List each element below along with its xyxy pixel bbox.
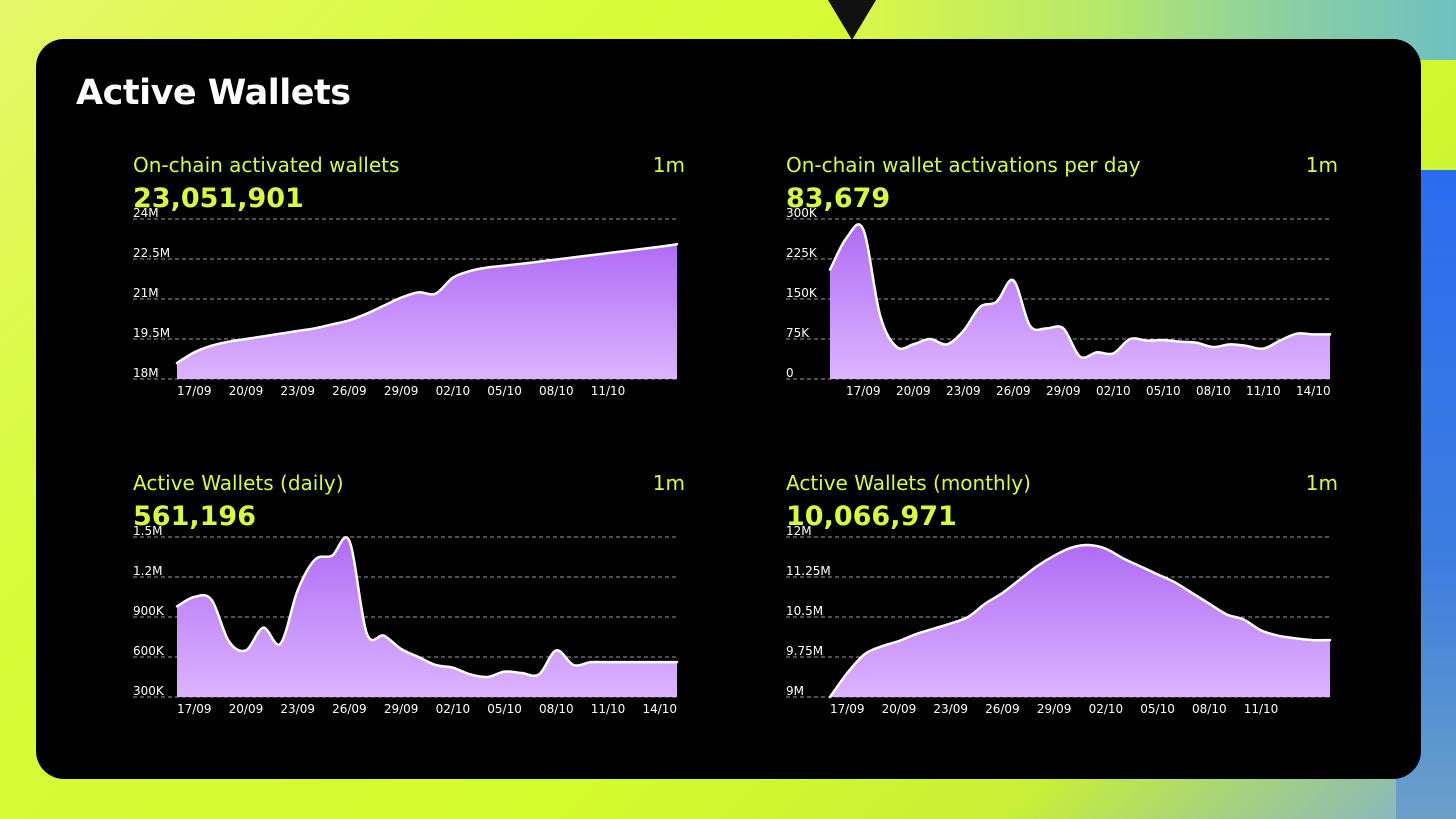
x-tick-label: 11/10 (1246, 384, 1281, 398)
y-tick-label: 300K (133, 684, 165, 698)
period-selector[interactable]: 1m (652, 153, 685, 177)
x-tick-label: 08/10 (539, 384, 574, 398)
x-tick-label: 26/09 (985, 702, 1020, 716)
chart-value: 83,679 (786, 183, 891, 214)
y-tick-label: 22.5M (133, 246, 170, 260)
y-tick-label: 150K (786, 286, 818, 300)
chart-title: Active Wallets (daily) (133, 471, 344, 495)
area-chart-active-wallets-daily: 300K 600K 900K 1.2M 1.5M 17/09 20/09 23/09 26/09… (133, 524, 679, 716)
area-fill (830, 544, 1330, 697)
x-tick-label: 14/10 (642, 702, 677, 716)
chart-value: 23,051,901 (133, 183, 304, 214)
y-tick-label: 1.5M (133, 524, 162, 538)
y-tick-label: 21M (133, 286, 159, 300)
y-tick-label: 1.2M (133, 564, 162, 578)
x-tick-label: 02/10 (1096, 384, 1131, 398)
dashboard-card: Active Wallets On-chain activated wallet… (36, 39, 1421, 779)
x-tick-label: 29/09 (1037, 702, 1072, 716)
y-tick-label: 600K (133, 644, 165, 658)
y-tick-label: 9M (786, 684, 804, 698)
y-tick-label: 11.25M (786, 564, 831, 578)
x-tick-label: 20/09 (896, 384, 931, 398)
chart-panel-activations-per-day: On-chain wallet activations per day 1m 8… (786, 153, 1346, 453)
x-tick-label: 11/10 (591, 384, 626, 398)
x-tick-label: 08/10 (1192, 702, 1227, 716)
x-tick-label: 05/10 (487, 384, 522, 398)
x-tick-label: 02/10 (1089, 702, 1124, 716)
area-chart-activations-per-day: 0 75K 150K 225K 300K 17/09 20/09 23/09 26/09 29/0… (786, 206, 1332, 398)
page-title: Active Wallets (76, 73, 351, 113)
x-tick-label: 08/10 (1196, 384, 1231, 398)
background-shape (828, 0, 876, 40)
y-tick-label: 10.5M (786, 604, 823, 618)
x-tick-label: 02/10 (436, 384, 471, 398)
x-tick-label: 23/09 (946, 384, 981, 398)
x-tick-label: 23/09 (933, 702, 968, 716)
period-selector[interactable]: 1m (652, 471, 685, 495)
y-tick-label: 0 (786, 366, 794, 380)
y-tick-label: 9.75M (786, 644, 823, 658)
series-line (828, 543, 1332, 699)
area-fill (177, 244, 677, 379)
x-tick-label: 05/10 (1146, 384, 1181, 398)
y-tick-label: 24M (133, 206, 159, 220)
x-tick-label: 14/10 (1296, 384, 1331, 398)
series-line (828, 223, 1332, 359)
y-tick-label: 300K (786, 206, 818, 220)
x-tick-label: 20/09 (229, 384, 264, 398)
series-line (175, 243, 679, 365)
chart-value: 561,196 (133, 501, 256, 532)
area-fill (177, 537, 677, 697)
x-tick-label: 11/10 (1244, 702, 1279, 716)
x-tick-label: 02/10 (436, 702, 471, 716)
chart-panel-active-wallets-daily: Active Wallets (daily) 1m 561,196 300K 60… (133, 471, 693, 771)
x-tick-label: 17/09 (846, 384, 881, 398)
chart-panel-active-wallets-monthly: Active Wallets (monthly) 1m 10,066,971 9… (786, 471, 1346, 771)
x-tick-label: 29/09 (384, 702, 419, 716)
x-tick-label: 26/09 (332, 384, 367, 398)
x-tick-label: 29/09 (1046, 384, 1081, 398)
y-tick-label: 75K (786, 326, 810, 340)
chart-title: On-chain activated wallets (133, 153, 400, 177)
period-selector[interactable]: 1m (1305, 471, 1338, 495)
x-tick-label: 17/09 (830, 702, 865, 716)
y-tick-label: 225K (786, 246, 818, 260)
x-tick-label: 17/09 (177, 384, 212, 398)
y-tick-label: 900K (133, 604, 165, 618)
x-tick-label: 26/09 (332, 702, 367, 716)
area-chart-active-wallets-monthly: 9M 9.75M 10.5M 11.25M 12M 17/09 20/09 23/09 26/0… (786, 524, 1332, 716)
x-tick-label: 23/09 (280, 384, 315, 398)
series-line (175, 536, 679, 679)
y-tick-label: 18M (133, 366, 159, 380)
x-tick-label: 05/10 (1140, 702, 1175, 716)
x-tick-label: 29/09 (384, 384, 419, 398)
y-tick-label: 12M (786, 524, 812, 538)
chart-value: 10,066,971 (786, 501, 957, 532)
chart-title: On-chain wallet activations per day (786, 153, 1141, 177)
x-tick-label: 23/09 (280, 702, 315, 716)
x-tick-label: 20/09 (882, 702, 917, 716)
x-tick-label: 08/10 (539, 702, 574, 716)
x-tick-label: 20/09 (229, 702, 264, 716)
x-tick-label: 26/09 (996, 384, 1031, 398)
y-tick-label: 19.5M (133, 326, 170, 340)
chart-panel-activated-wallets: On-chain activated wallets 1m 23,051,901… (133, 153, 693, 453)
period-selector[interactable]: 1m (1305, 153, 1338, 177)
x-tick-label: 11/10 (591, 702, 626, 716)
chart-title: Active Wallets (monthly) (786, 471, 1031, 495)
x-tick-label: 17/09 (177, 702, 212, 716)
area-chart-activated-wallets: 18M 19.5M 21M 22.5M 24M 17/09 20/09 23/09 26/09 2… (133, 206, 679, 398)
x-tick-label: 05/10 (487, 702, 522, 716)
